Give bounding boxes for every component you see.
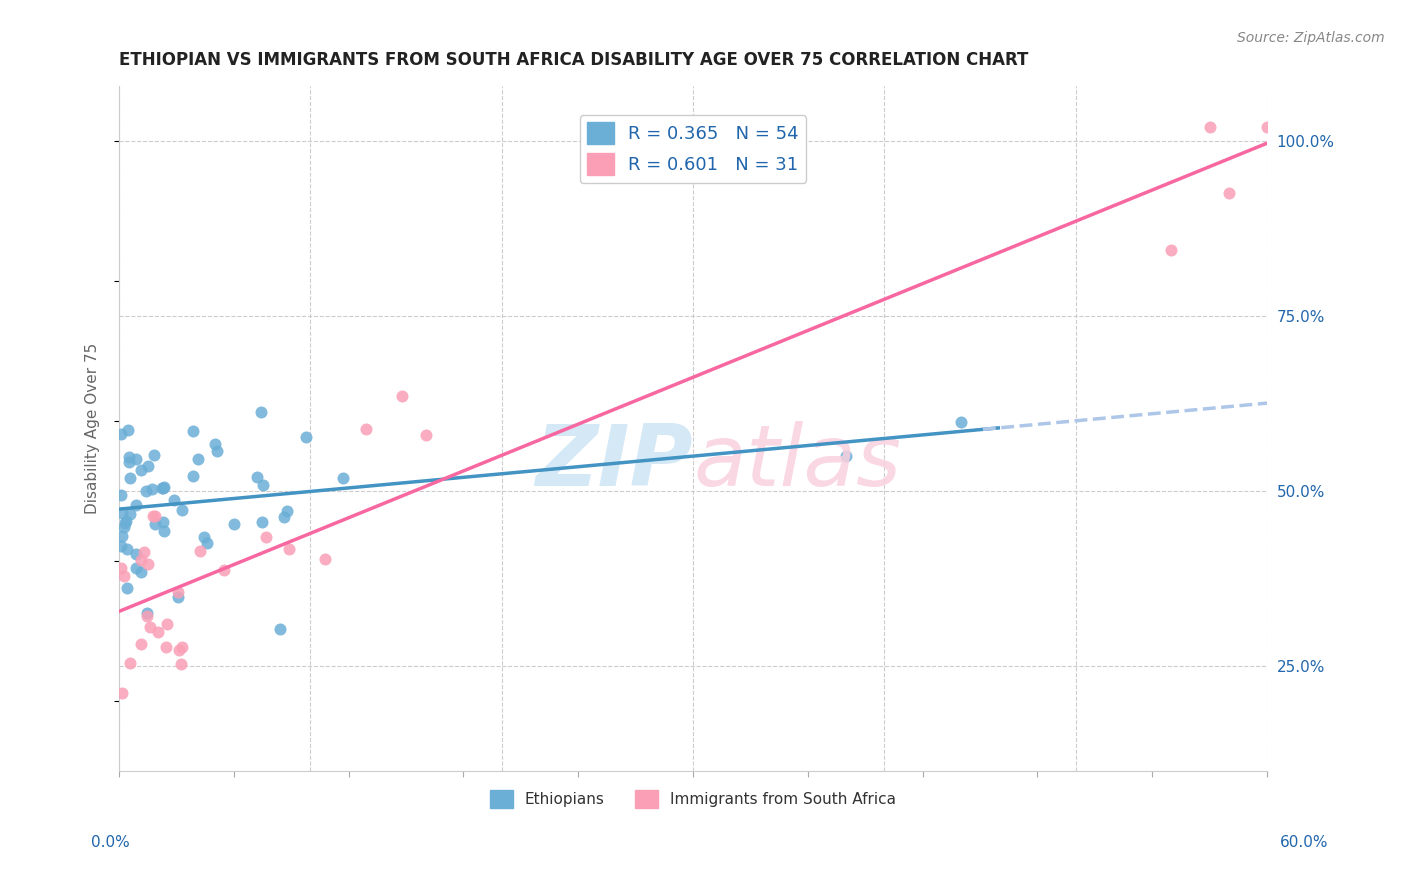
Point bbox=[273, 510, 295, 524]
Point bbox=[132, 545, 155, 559]
Point bbox=[110, 427, 132, 442]
Point bbox=[314, 551, 336, 566]
Point bbox=[125, 498, 148, 512]
Point bbox=[152, 481, 174, 495]
Point bbox=[112, 520, 135, 534]
Point bbox=[250, 405, 273, 419]
Point bbox=[152, 480, 174, 494]
Point bbox=[181, 425, 204, 439]
Point bbox=[252, 477, 274, 491]
Point bbox=[110, 488, 132, 502]
Point bbox=[118, 455, 141, 469]
Legend: Ethiopians, Immigrants from South Africa: Ethiopians, Immigrants from South Africa bbox=[484, 783, 903, 814]
Point bbox=[204, 437, 226, 451]
Point bbox=[246, 470, 269, 484]
Text: 60.0%: 60.0% bbox=[1281, 836, 1329, 850]
Point bbox=[131, 463, 153, 477]
Point bbox=[124, 451, 146, 466]
Point bbox=[188, 543, 211, 558]
Point bbox=[118, 508, 141, 522]
Point bbox=[112, 569, 135, 583]
Point bbox=[250, 515, 273, 529]
Text: ZIP: ZIP bbox=[536, 421, 693, 504]
Point bbox=[1160, 243, 1182, 257]
Text: ETHIOPIAN VS IMMIGRANTS FROM SOUTH AFRICA DISABILITY AGE OVER 75 CORRELATION CHA: ETHIOPIAN VS IMMIGRANTS FROM SOUTH AFRIC… bbox=[120, 51, 1028, 69]
Point bbox=[181, 468, 204, 483]
Point bbox=[277, 542, 299, 557]
Point bbox=[269, 622, 291, 636]
Point bbox=[193, 530, 215, 544]
Point bbox=[129, 552, 152, 566]
Point bbox=[115, 541, 138, 556]
Point bbox=[170, 640, 193, 654]
Point bbox=[111, 685, 134, 699]
Point bbox=[167, 643, 190, 657]
Point bbox=[142, 508, 165, 523]
Point bbox=[276, 504, 298, 518]
Point bbox=[118, 450, 141, 464]
Point bbox=[118, 656, 141, 670]
Point bbox=[142, 448, 165, 462]
Point bbox=[222, 517, 245, 532]
Point bbox=[153, 524, 176, 539]
Point bbox=[124, 561, 146, 575]
Point bbox=[136, 558, 159, 572]
Point bbox=[170, 503, 193, 517]
Point bbox=[111, 529, 134, 543]
Point bbox=[163, 493, 186, 508]
Point bbox=[110, 539, 132, 553]
Point bbox=[110, 561, 132, 575]
Point bbox=[115, 514, 138, 528]
Point bbox=[139, 620, 162, 634]
Point bbox=[254, 529, 277, 543]
Point bbox=[114, 516, 136, 530]
Point bbox=[141, 482, 163, 496]
Point bbox=[135, 606, 157, 620]
Point bbox=[125, 547, 148, 561]
Y-axis label: Disability Age Over 75: Disability Age Over 75 bbox=[86, 343, 100, 514]
Point bbox=[205, 444, 228, 458]
Point bbox=[167, 590, 190, 604]
Text: atlas: atlas bbox=[693, 421, 901, 504]
Point bbox=[143, 516, 166, 531]
Point bbox=[146, 625, 169, 640]
Point bbox=[1256, 120, 1278, 135]
Point bbox=[835, 449, 858, 463]
Point bbox=[135, 484, 157, 499]
Text: 0.0%: 0.0% bbox=[91, 836, 131, 850]
Text: Source: ZipAtlas.com: Source: ZipAtlas.com bbox=[1237, 31, 1385, 45]
Point bbox=[195, 536, 218, 550]
Point bbox=[117, 423, 139, 437]
Point bbox=[332, 471, 354, 485]
Point bbox=[115, 582, 138, 596]
Point bbox=[155, 640, 177, 654]
Point bbox=[136, 458, 159, 473]
Point bbox=[156, 617, 179, 632]
Point bbox=[169, 657, 191, 672]
Point bbox=[167, 585, 190, 599]
Point bbox=[111, 507, 134, 521]
Point bbox=[294, 430, 316, 444]
Point bbox=[152, 515, 174, 529]
Point bbox=[391, 389, 413, 403]
Point bbox=[150, 481, 173, 495]
Point bbox=[131, 637, 153, 651]
Point bbox=[949, 415, 972, 429]
Point bbox=[187, 451, 209, 466]
Point bbox=[143, 508, 166, 523]
Point bbox=[120, 471, 142, 485]
Point bbox=[1218, 186, 1240, 201]
Point bbox=[212, 563, 235, 577]
Point bbox=[415, 428, 437, 442]
Point bbox=[1198, 120, 1220, 135]
Point bbox=[354, 422, 377, 436]
Point bbox=[129, 565, 152, 579]
Point bbox=[136, 608, 159, 623]
